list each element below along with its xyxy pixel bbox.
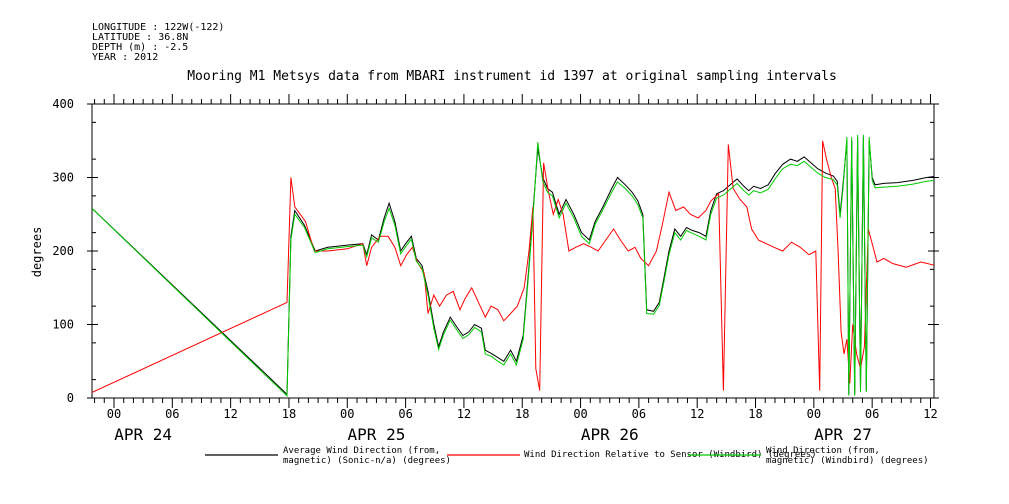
x-tick-label: 12 [223,407,237,421]
legend: Average Wind Direction (from,magnetic) (… [205,446,929,466]
x-tick-label: 18 [515,407,529,421]
x-tick-label: 12 [923,407,937,421]
date-label: APR 24 [114,425,172,444]
chart-title: Mooring M1 Metsys data from MBARI instru… [187,69,837,84]
y-tick-label: 300 [52,171,74,185]
date-label: APR 27 [814,425,872,444]
legend-label-2: Wind Direction Relative to Sensor (Windb… [524,450,817,460]
series-line-1 [92,137,934,396]
latitude-label: LATITUDE : 36.8N [92,32,188,43]
date-label: APR 25 [348,425,406,444]
x-tick-label: 06 [865,407,879,421]
axes: 0 100 200 300 400 00 06 12 18 00 06 12 18 00 06 12 18 00 0… [52,94,939,444]
legend-label-3: magnetic) (Windbird) (degrees) [766,456,929,466]
x-tick-label: 06 [632,407,646,421]
x-tick-label: 06 [398,407,412,421]
legend-label-1: Average Wind Direction (from, [283,446,440,456]
y-axis-label: degrees [30,227,44,278]
y-tick-label: 0 [67,391,74,405]
x-tick-label: 00 [107,407,121,421]
x-tick-label: 12 [457,407,471,421]
x-tick-label: 12 [690,407,704,421]
longitude-label: LONGITUDE : 122W(-122) [92,22,224,33]
date-label: APR 26 [581,425,639,444]
year-label: YEAR : 2012 [92,52,158,63]
legend-label-1: magnetic) (Sonic-n/a) (degrees) [283,456,451,466]
legend-label-3: Wind Direction (from, [766,446,880,456]
series-line-3 [92,134,934,397]
plot-area [92,134,934,397]
y-tick-label: 100 [52,318,74,332]
x-tick-label: 18 [282,407,296,421]
depth-label: DEPTH (m) : -2.5 [92,42,188,53]
y-tick-label: 400 [52,97,74,111]
x-tick-label: 00 [807,407,821,421]
x-tick-label: 00 [573,407,587,421]
series-line-2 [92,140,934,394]
x-tick-label: 00 [340,407,354,421]
x-tick-label: 18 [748,407,762,421]
x-tick-label: 06 [165,407,179,421]
y-tick-label: 200 [52,244,74,258]
metadata-header: LONGITUDE : 122W(-122) LATITUDE : 36.8N … [92,22,224,63]
